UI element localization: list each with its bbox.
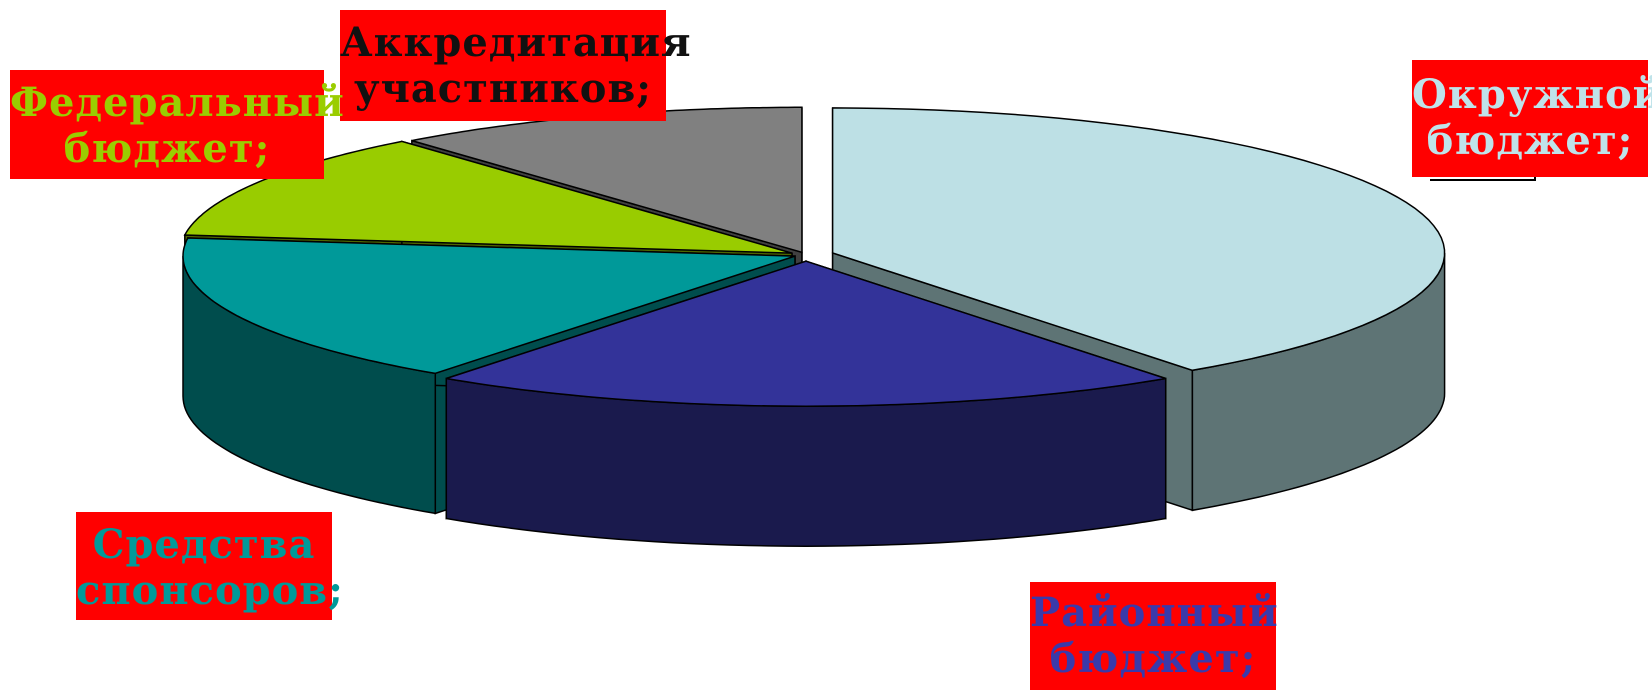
label-federalnyi-line2: бюджет; [63, 125, 271, 172]
label-okruzhnoi-line1: Окружной [1412, 71, 1652, 118]
slices-layer [182, 106, 1446, 547]
label-okruzhnoi: Окружной бюджет; [1412, 60, 1652, 177]
label-okruzhnoi-line2: бюджет; [1426, 117, 1634, 164]
label-raionnyi-line1: Районный [1030, 589, 1279, 636]
label-sponsory-line1: Средства [92, 521, 316, 568]
slice-raionnyi-top [446, 260, 1166, 407]
label-akkreditatsiya-line1: Аккредитация [340, 19, 692, 66]
slice-okruzhnoi-top [831, 107, 1446, 372]
label-sponsory: Средства спонсоров; [76, 512, 344, 620]
slice-sponsory-top [182, 237, 796, 375]
label-federalnyi-line1: Федеральный [10, 79, 345, 126]
label-akkreditatsiya-line2: участников; [353, 65, 652, 112]
label-federalnyi: Федеральный бюджет; [10, 70, 345, 179]
label-raionnyi: Районный бюджет; [1030, 582, 1279, 690]
label-sponsory-line2: спонсоров; [76, 567, 344, 614]
label-raionnyi-line2: бюджет; [1049, 635, 1257, 682]
label-akkreditatsiya: Аккредитация участников; [340, 10, 692, 121]
slice-federalnyi-top [183, 140, 793, 254]
